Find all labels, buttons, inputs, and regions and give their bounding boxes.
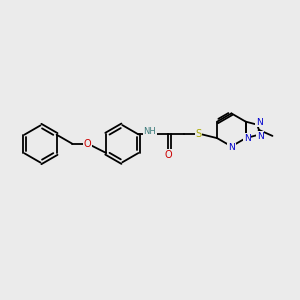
Text: S: S [195, 129, 202, 140]
Text: N: N [228, 143, 235, 152]
Text: O: O [84, 139, 92, 149]
Text: N: N [256, 118, 263, 127]
Text: N: N [257, 132, 263, 141]
Text: N: N [244, 134, 250, 143]
Text: NH: NH [143, 128, 156, 136]
Text: O: O [165, 149, 172, 160]
